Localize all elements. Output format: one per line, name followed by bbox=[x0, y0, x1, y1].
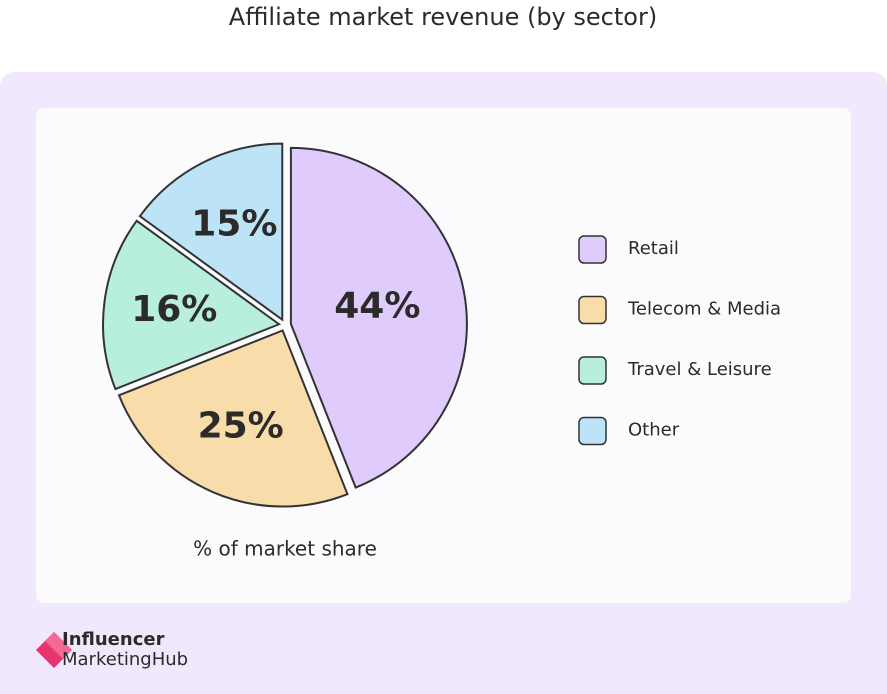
legend-swatch bbox=[578, 235, 607, 264]
slice-label: 15% bbox=[191, 204, 277, 245]
pie-slice bbox=[117, 329, 349, 508]
slice-label: 16% bbox=[131, 289, 217, 330]
slice-label: 25% bbox=[198, 405, 284, 446]
legend-swatch bbox=[578, 295, 607, 325]
slice-label: 44% bbox=[334, 285, 420, 326]
legend-swatch bbox=[578, 416, 607, 446]
legend-label: Other bbox=[628, 420, 680, 441]
x-axis-label: % of market share bbox=[193, 537, 377, 561]
brand-name: MarketingHub bbox=[62, 649, 188, 670]
pie-slice bbox=[102, 219, 282, 391]
brand-logo-facet bbox=[45, 632, 72, 659]
legend-swatch bbox=[578, 356, 607, 385]
pie-slice bbox=[138, 142, 284, 322]
chart-title: Affiliate market revenue (by sector) bbox=[229, 3, 657, 31]
brand-name: Influencer bbox=[62, 629, 165, 650]
legend-label: Travel & Leisure bbox=[627, 359, 772, 380]
legend-label: Retail bbox=[628, 238, 679, 259]
legend-label: Telecom & Media bbox=[627, 299, 781, 320]
pie-slice bbox=[289, 146, 468, 489]
